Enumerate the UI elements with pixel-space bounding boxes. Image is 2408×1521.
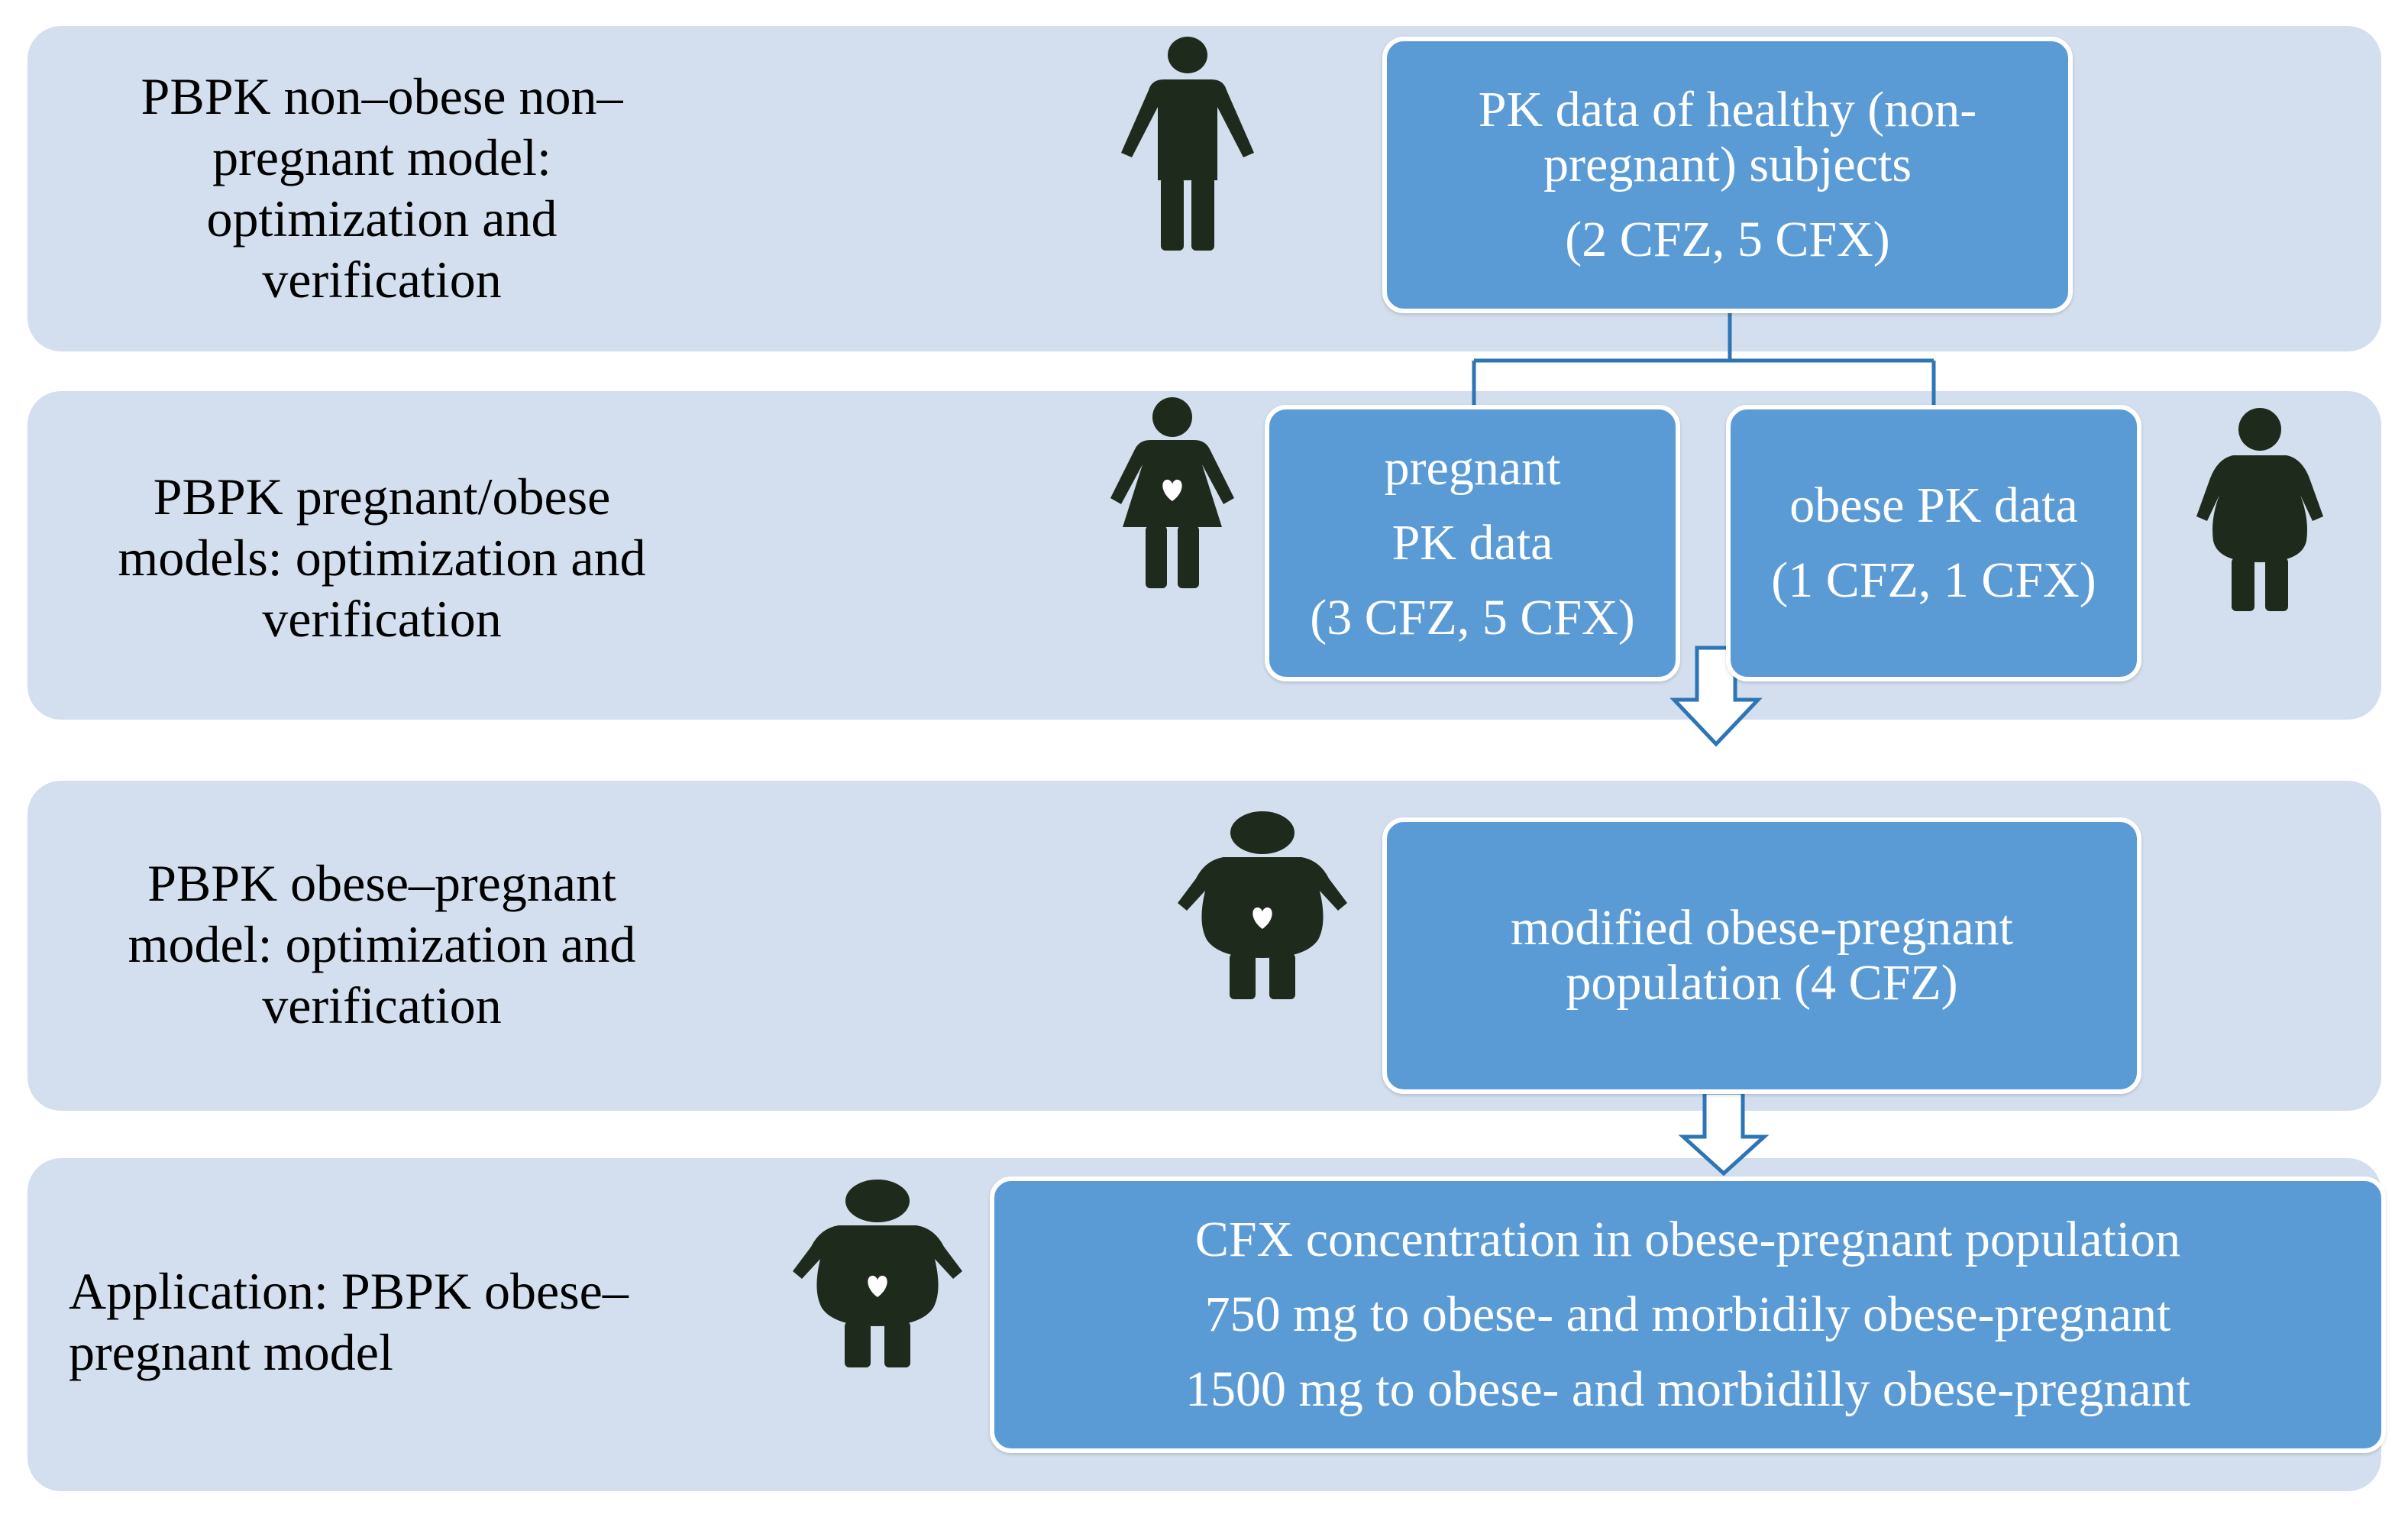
row-2-label: PBPK pregnant/obese models: optimization…	[118, 468, 646, 648]
cfx-concentration-box: CFX concentration in obese-pregnant popu…	[990, 1176, 2386, 1453]
healthy-box-line1: PK data of healthy (non-	[1478, 82, 1977, 138]
obese-pk-data-box: obese PK data (1 CFZ, 1 CFX)	[1726, 405, 2141, 681]
standing-person-icon	[1121, 37, 1254, 251]
pregnant-pk-data-box: pregnant PK data (3 CFZ, 5 CFX)	[1265, 405, 1680, 681]
pregnant-box-line1: pregnant	[1384, 440, 1561, 496]
row-1-label: PBPK non–obese non– pregnant model: opti…	[141, 67, 623, 309]
down-arrow-2	[1678, 1090, 1770, 1176]
pregnant-woman-icon	[1110, 397, 1234, 588]
obese-box-line1: obese PK data	[1789, 477, 2078, 533]
healthy-box-line2: pregnant) subjects	[1543, 137, 1912, 193]
cfx-box-line1: CFX concentration in obese-pregnant popu…	[1194, 1212, 2181, 1267]
cfx-box-line2: 750 mg to obese- and morbidily obese-pre…	[1204, 1286, 2171, 1342]
row-3-label: PBPK obese–pregnant model: optimization …	[128, 854, 636, 1034]
row-4-label: Application: PBPK obese– pregnant model	[69, 1262, 629, 1381]
population-box-line1: modified obese-pregnant	[1511, 900, 2013, 956]
population-box-line2: population (4 CFZ)	[1566, 955, 1958, 1011]
split-connector	[1472, 310, 1936, 405]
obese-pregnant-population-box: modified obese-pregnant population (4 CF…	[1382, 817, 2141, 1094]
obese-pregnant-woman-icon	[1178, 811, 1347, 999]
obese-pregnant-woman-icon	[793, 1180, 962, 1367]
healthy-box-line3: (2 CFZ, 5 CFX)	[1565, 212, 1890, 267]
pregnant-box-line3: (3 CFZ, 5 CFX)	[1310, 590, 1635, 646]
obese-box-line2: (1 CFZ, 1 CFX)	[1771, 552, 2096, 608]
pregnant-box-line2: PK data	[1391, 515, 1553, 571]
healthy-pk-data-box: PK data of healthy (non- pregnant) subje…	[1382, 37, 2073, 313]
obese-person-icon	[2196, 408, 2323, 611]
cfx-box-line3: 1500 mg to obese- and morbidilly obese-p…	[1185, 1361, 2191, 1417]
